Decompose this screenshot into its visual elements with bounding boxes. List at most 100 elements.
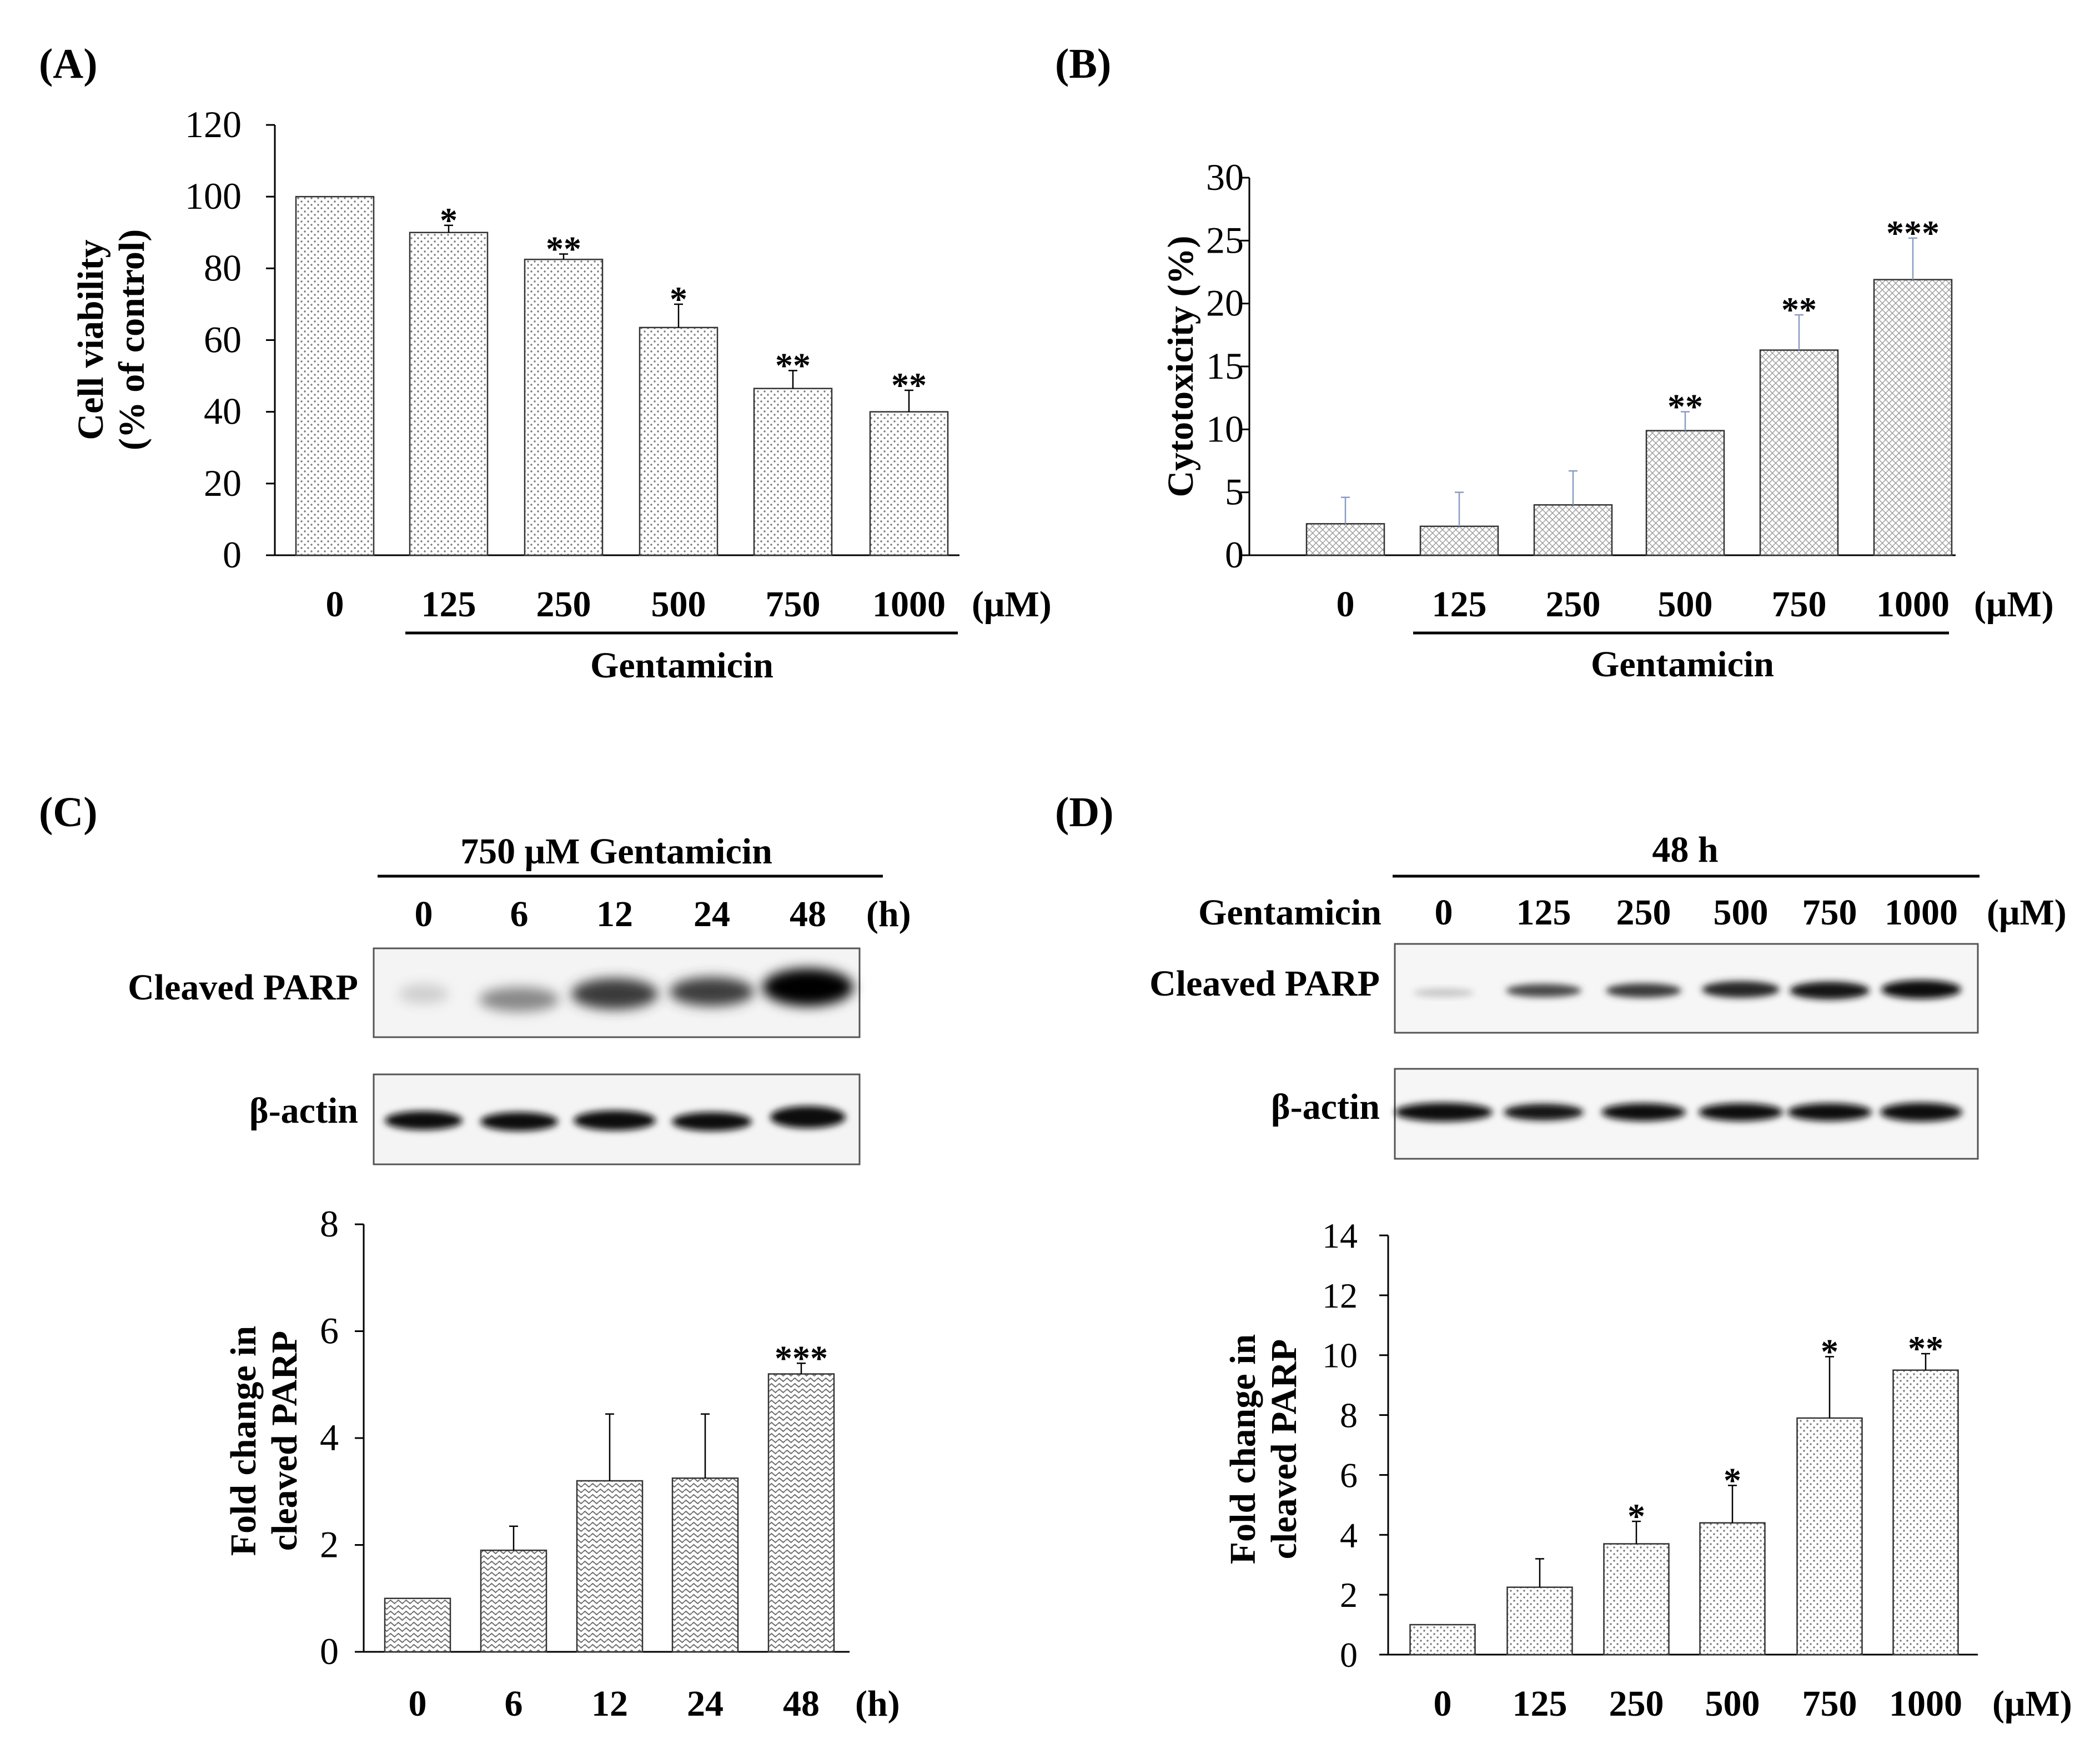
chart-d-bar — [1892, 1369, 1959, 1656]
chart-a-category-label: 0 — [326, 584, 344, 625]
blot-band — [479, 987, 559, 1012]
blot-band — [1606, 983, 1681, 998]
chart-c-y-tick-label: 8 — [320, 1203, 339, 1245]
chart-b-category-label: 500 — [1658, 584, 1713, 625]
blot-band — [1881, 980, 1961, 999]
chart-a-y-tick-label: 60 — [204, 319, 242, 361]
blot-band — [1504, 1104, 1584, 1120]
chart-d-bar — [1796, 1417, 1863, 1656]
chart-c-y-label-line: cleaved PARP — [264, 1331, 305, 1551]
chart-a-bar — [869, 411, 949, 556]
chart-d-significance: ** — [1908, 1329, 1943, 1368]
blot-c-title: 750 μM Gentamicin — [460, 831, 772, 872]
chart-a-category-label: 250 — [536, 584, 591, 625]
chart-a-y-tick-label: 20 — [204, 462, 242, 504]
chart-d-y-tick-label: 12 — [1322, 1276, 1358, 1315]
chart-d-y-tick-label: 0 — [1340, 1635, 1358, 1675]
chart-b-bar — [1759, 349, 1839, 556]
chart-a-cell-viability: 0 20 40 60 80 100 120 Cell viability(% of contr… — [71, 103, 959, 625]
panel-label-a: (A) — [39, 41, 98, 87]
blot-band — [399, 984, 449, 1004]
chart-d-y-label-line: Fold change in — [1223, 1334, 1263, 1564]
chart-a-y-label-line: (% of control) — [112, 229, 152, 450]
blot-d-row-label-beta-actin: β-actin — [1271, 1087, 1380, 1127]
chart-c-category-label: 24 — [687, 1683, 724, 1724]
blot-c-row-label-beta-actin: β-actin — [249, 1090, 358, 1131]
chart-b-significance: ** — [1781, 290, 1817, 329]
chart-c-bar — [480, 1549, 547, 1653]
chart-b-y-label: Cytotoxicity (%) — [1160, 235, 1201, 497]
chart-b-y-tick-label: 30 — [1206, 156, 1244, 198]
chart-d-y-label-line: cleaved PARP — [1264, 1339, 1304, 1559]
chart-d-bar — [1506, 1586, 1573, 1656]
chart-d-bar — [1699, 1522, 1766, 1656]
chart-d-bar — [1409, 1624, 1476, 1656]
blot-d-cleaved-parp-strip — [1394, 943, 1979, 1034]
blot-band — [1395, 1103, 1493, 1122]
blot-band — [571, 978, 658, 1009]
chart-a-significance: ** — [546, 229, 581, 269]
blot-d-lane-label: 0 — [1435, 892, 1453, 933]
blot-band — [1506, 984, 1581, 997]
chart-a-significance: * — [670, 279, 687, 319]
panel-label-b: (B) — [1055, 41, 1111, 87]
chart-d-y-tick-label: 2 — [1340, 1575, 1358, 1615]
chart-d-y-label: Fold change incleaved PARP — [1223, 1334, 1304, 1564]
chart-b-x-unit: (μM) — [1974, 584, 2054, 625]
chart-d-y-tick-label: 4 — [1340, 1515, 1358, 1555]
chart-c-bar — [671, 1477, 739, 1653]
chart-d-y-tick-label: 8 — [1340, 1396, 1358, 1435]
blot-band — [574, 1110, 656, 1130]
chart-c-y-tick-label: 0 — [320, 1630, 339, 1672]
blot-c-lane-labels: 0 6 12 24 48 (h) — [415, 894, 911, 934]
blot-band — [1702, 981, 1780, 998]
chart-b-y-tick-label: 10 — [1206, 408, 1244, 450]
chart-a-bar — [295, 195, 375, 556]
chart-b-significance: *** — [1886, 213, 1940, 253]
chart-a-group-label: Gentamicin — [590, 645, 773, 686]
blot-d-lane-label: 750 — [1802, 892, 1857, 933]
chart-c-bar — [384, 1597, 451, 1653]
chart-d-y-tick-label: 6 — [1340, 1455, 1358, 1495]
chart-c-y-tick-label: 6 — [320, 1310, 339, 1352]
blot-d-lane-label: 1000 — [1885, 892, 1958, 933]
blot-d-lane-label: 125 — [1516, 892, 1571, 933]
blot-c-row-label-cleaved-parp: Cleaved PARP — [128, 967, 358, 1008]
chart-d-x-unit: (μM) — [1992, 1683, 2072, 1724]
blot-d-lane-label: 500 — [1714, 892, 1769, 933]
chart-a-y-tick-label: 0 — [223, 534, 242, 576]
chart-c-category-label: 12 — [591, 1683, 628, 1724]
chart-a-x-unit: (μM) — [972, 584, 1052, 625]
blot-c-lane-label: 0 — [415, 894, 433, 934]
blot-c-lane-unit: (h) — [866, 894, 911, 934]
chart-b-category-label: 0 — [1337, 584, 1355, 625]
blot-c-lane-label: 6 — [510, 894, 529, 934]
chart-a-significance: * — [440, 200, 458, 240]
chart-d-bar — [1603, 1543, 1670, 1656]
chart-d-y-tick-label: 10 — [1322, 1336, 1358, 1375]
blot-d-beta-actin-strip — [1394, 1068, 1979, 1160]
chart-d-category-label: 250 — [1609, 1683, 1664, 1724]
blot-c-cleaved-parp-strip — [373, 947, 861, 1038]
chart-a-category-label: 500 — [651, 584, 706, 625]
chart-a-y-tick-label: 80 — [204, 247, 242, 289]
chart-b-category-label: 125 — [1432, 584, 1487, 625]
chart-a-y-tick-label: 100 — [185, 175, 242, 217]
chart-d-y-tick-label: 14 — [1322, 1216, 1358, 1255]
chart-b-category-label: 250 — [1546, 584, 1601, 625]
chart-b-bar — [1419, 525, 1499, 556]
chart-b-bar — [1305, 523, 1385, 556]
chart-c-y-label-line: Fold change in — [223, 1326, 264, 1556]
chart-b-category-label: 1000 — [1876, 584, 1950, 625]
panel-label-d: (D) — [1055, 789, 1114, 836]
chart-b-group-label: Gentamicin — [1591, 644, 1774, 685]
chart-c-x-unit: (h) — [855, 1683, 900, 1724]
blot-band — [1790, 982, 1870, 999]
blot-d-treatment-label: Gentamicin — [1198, 892, 1381, 933]
chart-a-bar — [409, 232, 489, 556]
chart-b-bar — [1873, 279, 1953, 556]
chart-d-significance: * — [1627, 1496, 1645, 1536]
chart-d-fold-change-dose: 0 2 4 6 8 10 12 14 Fold change incleaved PARP 0 12… — [1223, 1216, 2072, 1724]
